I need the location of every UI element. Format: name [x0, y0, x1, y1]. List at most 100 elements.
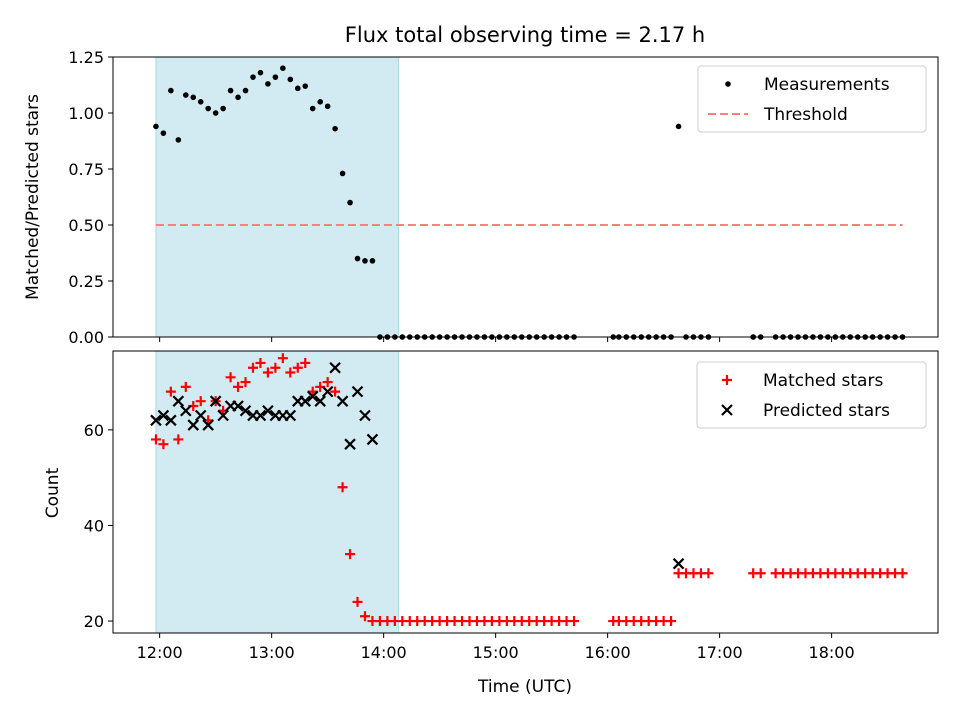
matched-star-mark	[262, 367, 273, 378]
measurement-point	[339, 170, 346, 177]
legend-label: Predicted stars	[763, 401, 890, 421]
predicted-star-mark	[299, 395, 312, 407]
panel-ratio: 0.00 0.25 0.50 0.75 1.00 1.25 Flux total obse…	[23, 23, 939, 347]
predicted-star-mark	[329, 361, 341, 374]
ratio-y-ticks: 0.00 0.25 0.50 0.75 1.00 1.25	[68, 48, 113, 347]
count-y-ticks: 20 40 60	[84, 421, 113, 631]
predicted-star-mark	[359, 409, 371, 422]
measurement-point	[332, 125, 338, 132]
x-tick-label: 17:00	[697, 643, 743, 662]
matched-star-mark	[703, 568, 714, 579]
matched-star-mark	[292, 362, 303, 373]
x-tick-label: 18:00	[809, 643, 855, 662]
measurement-point	[347, 199, 353, 206]
legend-label: Threshold	[763, 105, 848, 125]
matched-star-mark	[666, 616, 677, 627]
matched-star-mark	[330, 386, 341, 397]
matched-star-mark	[285, 367, 296, 378]
measurement-point	[220, 105, 226, 112]
predicted-star-mark	[165, 414, 177, 427]
predicted-star-mark	[284, 409, 297, 422]
predicted-star-mark	[194, 409, 207, 422]
matched-star-mark	[233, 381, 244, 392]
y-tick-label: 40	[84, 516, 104, 535]
measurement-point	[369, 258, 376, 264]
matched-star-mark	[277, 353, 288, 364]
matched-star-mark	[180, 381, 191, 392]
count-x-ticks: 12:00 13:00 14:00 15:00 16:00 17:00 18:00	[137, 633, 855, 662]
legend-box	[696, 361, 927, 429]
predicted-star-mark	[366, 433, 379, 446]
y-tick-label: 20	[84, 612, 104, 631]
count-x-axis-label: Time (UTC)	[477, 677, 572, 697]
measurement-point	[265, 81, 271, 87]
measurement-point	[168, 87, 174, 94]
y-tick-label: 60	[84, 421, 104, 440]
predicted-star-mark	[180, 404, 192, 417]
matched-star-mark	[173, 434, 184, 445]
measurement-point	[205, 105, 211, 112]
matched-star-mark	[352, 596, 363, 607]
observing-window-shade	[155, 350, 400, 634]
predicted-star-mark	[157, 409, 170, 422]
predicted-star-mark	[217, 409, 229, 422]
measurement-point	[324, 103, 331, 110]
x-tick-label: 15:00	[473, 643, 519, 662]
x-tick-label: 14:00	[361, 643, 407, 662]
matched-star-mark	[345, 549, 356, 560]
ratio-y-axis-label: Matched/Predicted stars	[23, 94, 43, 300]
predicted-star-mark	[672, 557, 685, 570]
y-tick-label: 0.00	[68, 328, 104, 347]
predicted-star-mark	[336, 395, 349, 407]
measurement-point	[354, 255, 361, 262]
legend-key	[725, 81, 731, 87]
y-tick-label: 0.75	[68, 160, 104, 179]
ratio-axes-frame	[112, 56, 939, 338]
predicted-star-mark	[344, 438, 356, 450]
measurement-point	[160, 130, 167, 136]
matched-star-mark	[240, 377, 251, 388]
measurement-point	[182, 92, 189, 98]
x-tick-label: 16:00	[585, 643, 631, 662]
matched-star-mark	[225, 372, 236, 383]
predicted-star-mark	[314, 395, 326, 407]
measurement-point	[242, 87, 249, 94]
count-marks	[150, 353, 908, 627]
x-tick-label: 13:00	[249, 643, 295, 662]
predicted-star-mark	[239, 404, 252, 417]
ratio-legend: Measurements Threshold	[697, 65, 927, 133]
observing-window-shade	[155, 56, 400, 338]
panel-count: 12:00 13:00 14:00 15:00 16:00 17:00 18:00 20 40…	[43, 350, 939, 697]
count-axes-frame	[112, 350, 939, 634]
y-tick-label: 1.25	[68, 48, 104, 67]
matched-star-mark	[300, 357, 311, 368]
predicted-star-mark	[150, 414, 162, 427]
matched-star-mark	[337, 482, 348, 493]
ratio-x-ticks	[159, 337, 833, 342]
predicted-star-mark	[209, 395, 222, 407]
measurement-point	[175, 137, 182, 143]
measurement-point	[675, 123, 682, 130]
count-legend: Matched stars Predicted stars	[696, 361, 927, 429]
legend-box	[697, 65, 927, 133]
predicted-star-mark	[187, 419, 200, 431]
measurement-point	[280, 65, 286, 71]
measurement-point	[190, 94, 197, 101]
matched-star-mark	[150, 434, 161, 445]
measurement-point	[153, 123, 159, 130]
measurement-point	[250, 74, 256, 80]
predicted-star-mark	[321, 385, 334, 398]
matched-star-mark	[247, 362, 258, 373]
count-y-axis-label: Count	[43, 467, 63, 518]
measurement-point	[257, 69, 264, 76]
matched-star-mark	[158, 439, 169, 450]
y-tick-label: 0.25	[68, 272, 104, 291]
legend-key	[721, 404, 733, 416]
matched-star-mark	[359, 611, 370, 622]
matched-star-mark	[897, 568, 908, 579]
measurement-point	[302, 83, 309, 89]
legend-label: Measurements	[764, 75, 890, 95]
chart-title: Flux total observing time = 2.17 h	[345, 23, 705, 47]
predicted-star-mark	[232, 400, 244, 412]
